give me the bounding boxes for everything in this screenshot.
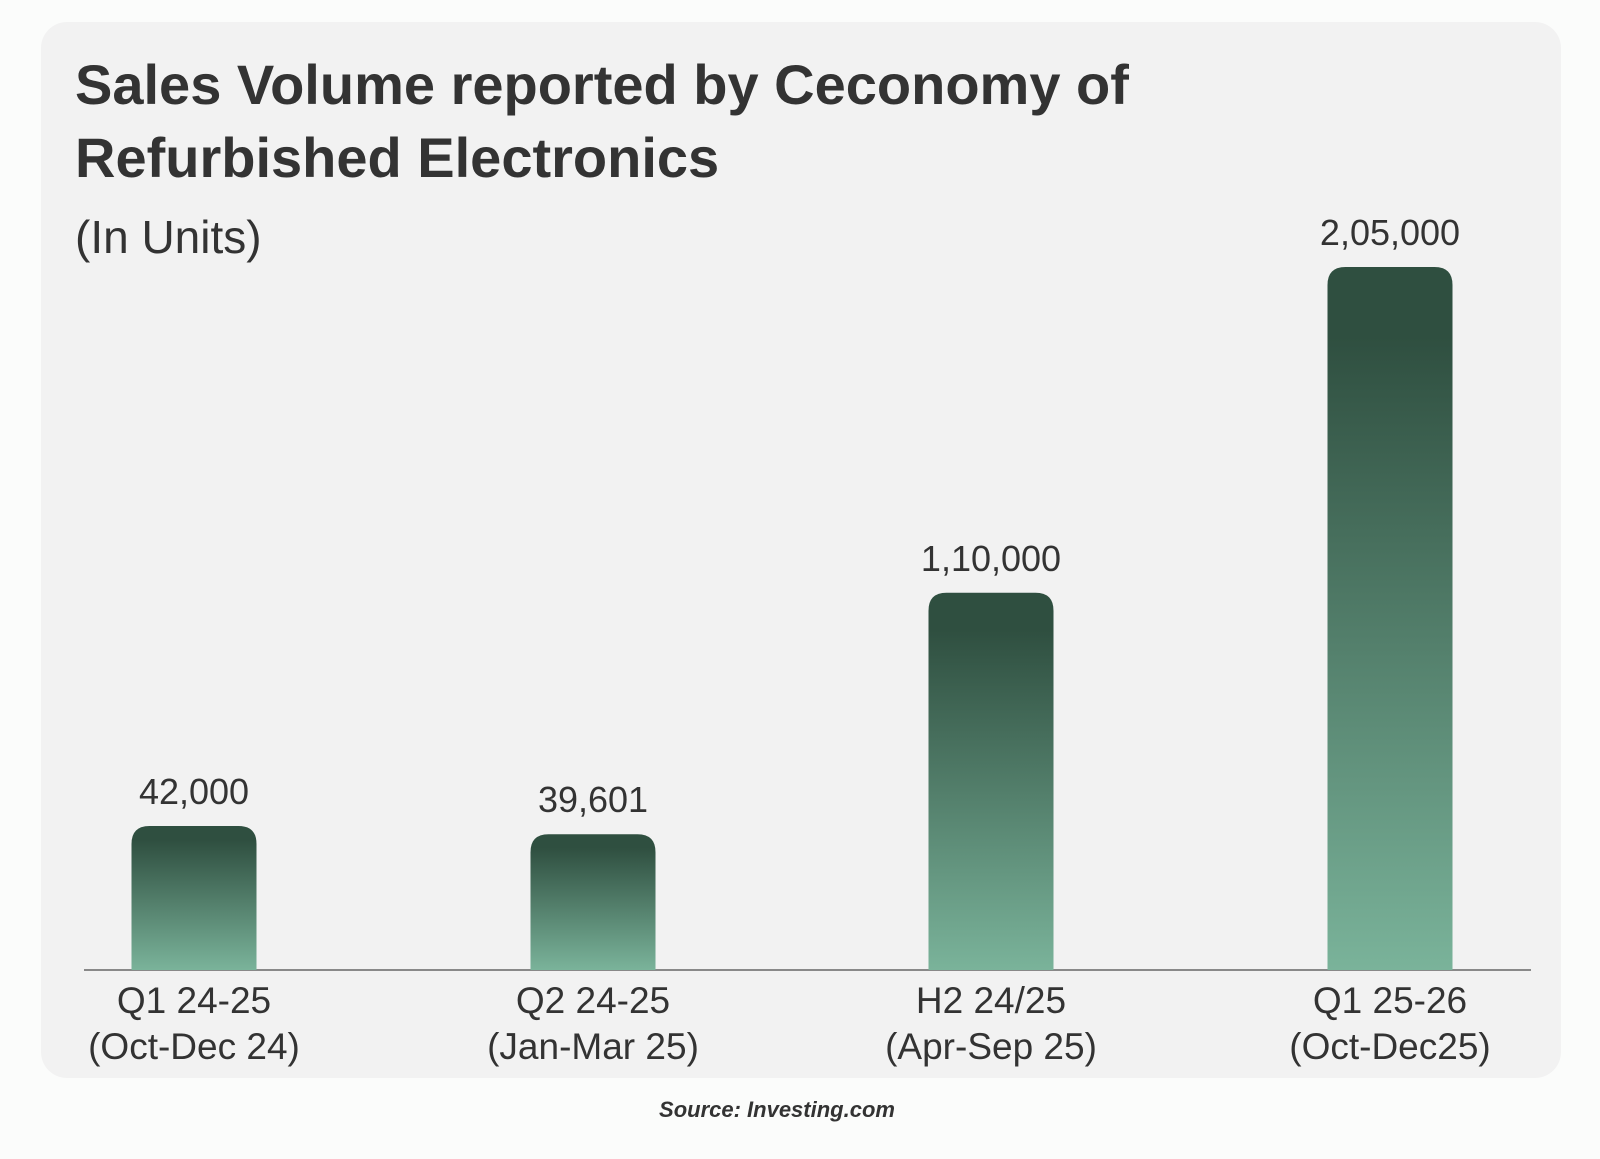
value-label: 39,601 <box>538 779 648 820</box>
bar <box>530 834 656 970</box>
source: Source: Investing.com <box>659 1097 895 1122</box>
value-label: 1,10,000 <box>921 538 1061 579</box>
value-label: 42,000 <box>139 771 249 812</box>
bar <box>928 592 1054 970</box>
bar <box>131 825 257 970</box>
x-tick-label: (Oct-Dec25) <box>1289 1026 1490 1067</box>
x-tick-label: (Oct-Dec 24) <box>88 1026 300 1067</box>
x-tick-label: H2 24/25 <box>916 980 1066 1021</box>
x-tick-label: Q2 24-25 <box>516 980 670 1021</box>
x-tick-label: Q1 25-26 <box>1313 980 1467 1021</box>
bar <box>1327 267 1453 970</box>
card <box>41 22 1561 1078</box>
chart-title: Refurbished Electronics <box>75 126 719 189</box>
x-tick-label: (Jan-Mar 25) <box>487 1026 699 1067</box>
x-tick-label: (Apr-Sep 25) <box>885 1026 1097 1067</box>
chart-subtitle: (In Units) <box>75 211 262 263</box>
chart-title: Sales Volume reported by Ceconomy of <box>75 53 1129 116</box>
value-label: 2,05,000 <box>1320 212 1460 253</box>
x-tick-label: Q1 24-25 <box>117 980 271 1021</box>
